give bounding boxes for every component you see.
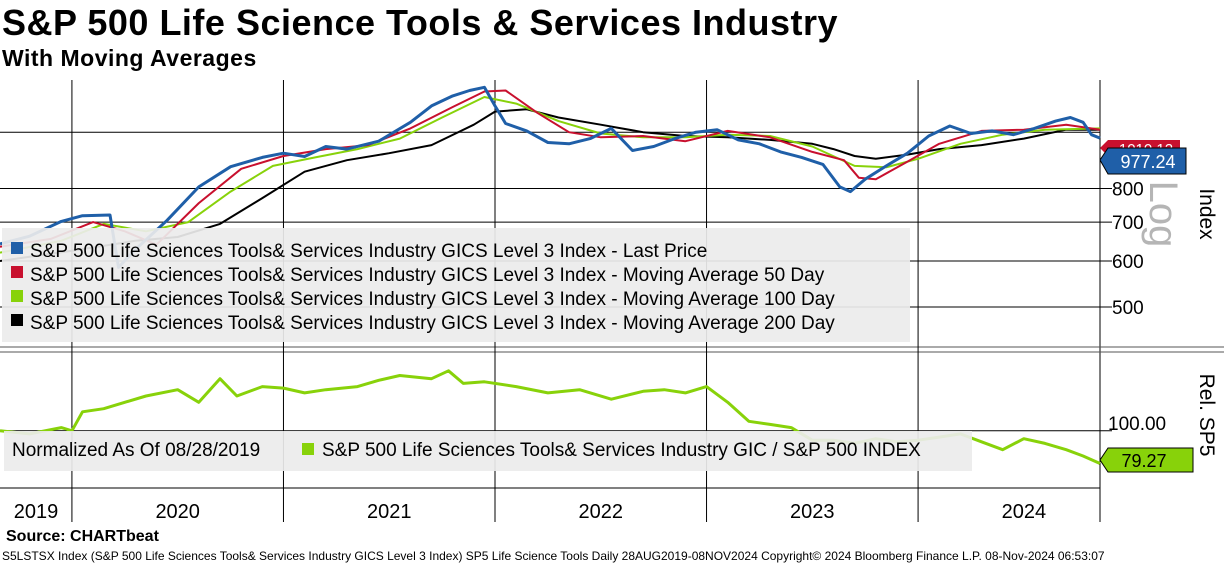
legend-swatch [11, 266, 23, 278]
x-tick-label: 2019 [14, 501, 59, 523]
y-tick-label: 500 [1112, 298, 1144, 319]
legend-item-price: S&P 500 Life Sciences Tools& Services In… [11, 241, 707, 262]
relative-legend-box [4, 431, 972, 471]
legend-label: S&P 500 Life Sciences Tools& Services In… [30, 289, 835, 310]
y-axis-title: Index [1195, 188, 1218, 240]
legend-item-ma200: S&P 500 Life Sciences Tools& Services In… [11, 313, 835, 334]
legend-swatch [11, 314, 23, 326]
chart-subtitle: With Moving Averages [2, 45, 257, 71]
source-note: Source: CHARTbeat [6, 528, 159, 545]
x-tick-label: 2023 [790, 501, 835, 523]
price-value-tag: 977.24 [1099, 147, 1187, 175]
legend-box [2, 228, 910, 342]
y-tick-label: 700 [1112, 213, 1144, 234]
y-tick-label: 800 [1112, 179, 1144, 200]
legend-item-ma100: S&P 500 Life Sciences Tools& Services In… [11, 289, 835, 310]
legend-item-ma50: S&P 500 Life Sciences Tools& Services In… [11, 265, 825, 286]
price-value: 977.24 [1120, 152, 1175, 172]
legend-label: S&P 500 Life Sciences Tools& Services In… [30, 241, 707, 262]
legend-label: S&P 500 Life Sciences Tools& Services In… [30, 313, 835, 334]
footer-note: S5LSTSX Index (S&P 500 Life Sciences Too… [2, 549, 1105, 563]
x-tick-label: 2021 [367, 501, 412, 523]
normalized-note: Normalized As Of 08/28/2019 [12, 440, 260, 461]
legend-swatch [11, 242, 23, 254]
legend-swatch [302, 443, 314, 455]
legend-swatch [11, 290, 23, 302]
chart-title: S&P 500 Life Science Tools & Services In… [2, 2, 839, 43]
ma50-line [0, 89, 1101, 248]
x-tick-label: 2020 [155, 501, 200, 523]
relative-value-tag: 79.27 [1099, 447, 1194, 473]
relative-value: 79.27 [1121, 451, 1166, 471]
relative-axis-title: Rel. SP5 [1195, 374, 1218, 457]
x-tick-label: 2022 [579, 501, 624, 523]
legend-label: S&P 500 Life Sciences Tools& Services In… [30, 265, 825, 286]
ma200-line [0, 108, 1100, 262]
legend-label: S&P 500 Life Sciences Tools& Services In… [322, 440, 921, 461]
y-tick-label: 600 [1112, 252, 1144, 273]
price-line [0, 85, 1101, 269]
chart-canvas: S&P 500 Life Sciences Tools& Services In… [0, 80, 1224, 523]
relative-tick-label: 100.00 [1108, 414, 1166, 435]
x-tick-label: 2024 [1002, 501, 1047, 523]
log-scale-label: Log [1141, 181, 1185, 248]
